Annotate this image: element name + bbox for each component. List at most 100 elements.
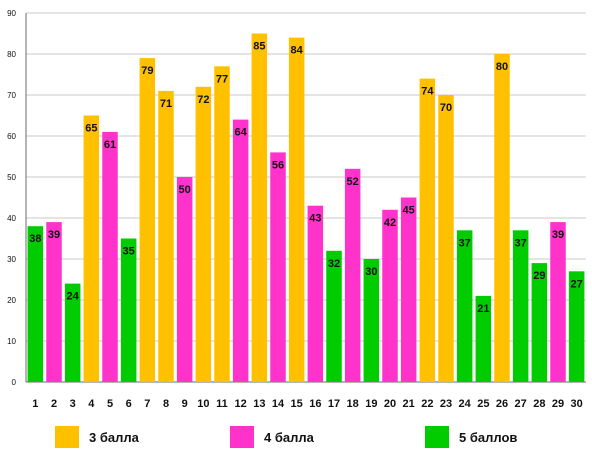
data-label: 30 bbox=[365, 266, 377, 278]
data-label: 39 bbox=[552, 229, 564, 241]
data-label: 35 bbox=[123, 246, 135, 258]
x-tick-label: 9 bbox=[182, 398, 188, 410]
legend-item-4: 4 балла bbox=[230, 426, 314, 448]
data-label: 37 bbox=[515, 237, 527, 249]
x-tick-label: 24 bbox=[459, 398, 472, 410]
bar bbox=[270, 152, 286, 382]
x-tick-label: 4 bbox=[88, 398, 95, 410]
bar bbox=[400, 197, 417, 382]
x-tick-label: 15 bbox=[291, 398, 303, 410]
x-tick-label: 14 bbox=[272, 398, 285, 410]
data-label: 79 bbox=[141, 65, 153, 77]
bar bbox=[195, 86, 212, 383]
legend-label-4: 4 балла bbox=[264, 429, 314, 445]
data-label: 77 bbox=[216, 73, 228, 85]
data-label: 61 bbox=[104, 139, 116, 151]
x-tick-label: 13 bbox=[253, 398, 265, 410]
y-tick-label: 70 bbox=[7, 91, 16, 100]
y-tick-label: 50 bbox=[7, 173, 16, 182]
x-tick-label: 28 bbox=[533, 398, 545, 410]
data-label: 45 bbox=[403, 205, 415, 217]
legend-label-3: 3 балла bbox=[89, 429, 139, 445]
data-label: 64 bbox=[235, 127, 248, 139]
data-label: 71 bbox=[160, 98, 172, 110]
y-tick-label: 90 bbox=[7, 9, 16, 18]
y-tick-label: 60 bbox=[7, 132, 16, 141]
data-label: 56 bbox=[272, 159, 284, 171]
legend-item-3: 3 балла bbox=[55, 426, 139, 448]
data-label: 37 bbox=[459, 237, 471, 249]
data-label: 32 bbox=[328, 258, 340, 270]
x-tick-label: 7 bbox=[144, 398, 150, 410]
bar bbox=[475, 295, 492, 382]
bar bbox=[363, 259, 380, 382]
y-tick-label: 10 bbox=[7, 337, 16, 346]
x-tick-label: 10 bbox=[197, 398, 209, 410]
x-tick-label: 12 bbox=[235, 398, 247, 410]
x-tick-label: 20 bbox=[384, 398, 396, 410]
x-tick-label: 5 bbox=[107, 398, 113, 410]
bar bbox=[214, 66, 230, 383]
x-tick-label: 2 bbox=[51, 398, 57, 410]
data-label: 21 bbox=[477, 303, 489, 315]
data-label: 38 bbox=[29, 233, 41, 245]
y-tick-label: 80 bbox=[7, 50, 16, 59]
x-tick-label: 22 bbox=[421, 398, 433, 410]
x-tick-label: 30 bbox=[571, 398, 583, 410]
legend-label-5: 5 баллов bbox=[459, 429, 518, 445]
bar bbox=[176, 177, 193, 382]
bar bbox=[251, 33, 268, 382]
bar bbox=[232, 119, 249, 382]
bar bbox=[288, 37, 305, 382]
x-tick-label: 27 bbox=[515, 398, 527, 410]
x-tick-label: 8 bbox=[163, 398, 169, 410]
bar bbox=[83, 115, 100, 382]
data-label: 84 bbox=[291, 45, 304, 57]
bar bbox=[438, 95, 454, 382]
x-tick-label: 17 bbox=[328, 398, 340, 410]
data-label: 29 bbox=[533, 270, 545, 282]
bar bbox=[46, 222, 62, 382]
legend-swatch-3 bbox=[55, 426, 79, 448]
bar bbox=[568, 271, 585, 382]
bar bbox=[550, 222, 566, 382]
bar bbox=[27, 226, 44, 382]
y-tick-label: 0 bbox=[12, 378, 17, 387]
data-label: 74 bbox=[421, 86, 434, 98]
bar bbox=[120, 238, 137, 382]
data-label: 42 bbox=[384, 217, 396, 229]
x-tick-label: 26 bbox=[496, 398, 508, 410]
bar bbox=[456, 230, 473, 382]
x-tick-label: 18 bbox=[347, 398, 359, 410]
bar bbox=[382, 209, 398, 382]
bar bbox=[531, 263, 548, 382]
legend-item-5: 5 баллов bbox=[425, 426, 517, 448]
data-label: 72 bbox=[197, 94, 209, 106]
data-label: 39 bbox=[48, 229, 60, 241]
x-tick-label: 16 bbox=[309, 398, 321, 410]
bar bbox=[419, 78, 436, 382]
data-label: 65 bbox=[85, 123, 97, 135]
x-tick-label: 23 bbox=[440, 398, 452, 410]
bar bbox=[494, 54, 510, 382]
legend-swatch-4 bbox=[230, 426, 254, 448]
bar bbox=[64, 283, 81, 382]
y-tick-label: 30 bbox=[7, 255, 16, 264]
data-label: 50 bbox=[179, 184, 191, 196]
data-label: 43 bbox=[309, 213, 321, 225]
data-label: 24 bbox=[67, 291, 80, 303]
data-label: 80 bbox=[496, 61, 508, 73]
bar bbox=[139, 58, 156, 382]
x-tick-label: 25 bbox=[477, 398, 489, 410]
data-label: 85 bbox=[253, 41, 265, 53]
bar bbox=[344, 168, 361, 382]
bar bbox=[307, 205, 324, 382]
bar bbox=[102, 131, 118, 382]
legend-swatch-5 bbox=[425, 426, 449, 448]
x-tick-label: 19 bbox=[365, 398, 377, 410]
data-label: 27 bbox=[571, 278, 583, 290]
x-tick-label: 11 bbox=[216, 398, 228, 410]
data-label: 52 bbox=[347, 176, 359, 188]
bar bbox=[512, 230, 529, 382]
